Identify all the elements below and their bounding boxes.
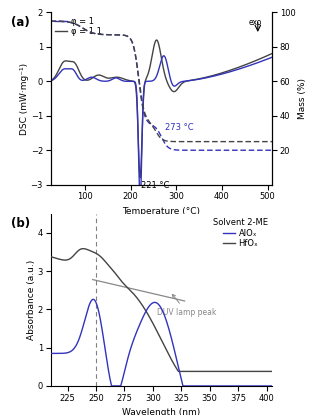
Text: (b): (b) [11,217,30,230]
Legend: AlOₓ, HfOₓ: AlOₓ, HfOₓ [213,218,268,248]
Y-axis label: DSC (mW·mg⁻¹): DSC (mW·mg⁻¹) [20,63,29,134]
Text: exo: exo [249,17,262,27]
Text: DUV lamp peak: DUV lamp peak [157,294,217,317]
X-axis label: Temperature (°C): Temperature (°C) [122,207,200,216]
Text: 273 °C: 273 °C [165,122,194,132]
Y-axis label: Mass (%): Mass (%) [298,78,307,119]
Legend: φ = 1, φ = 1.1: φ = 1, φ = 1.1 [55,17,101,36]
Y-axis label: Absorbance (a.u.): Absorbance (a.u.) [27,260,36,340]
Text: 221 °C: 221 °C [141,181,170,190]
X-axis label: Wavelength (nm): Wavelength (nm) [122,408,200,415]
Text: (a): (a) [11,16,29,29]
